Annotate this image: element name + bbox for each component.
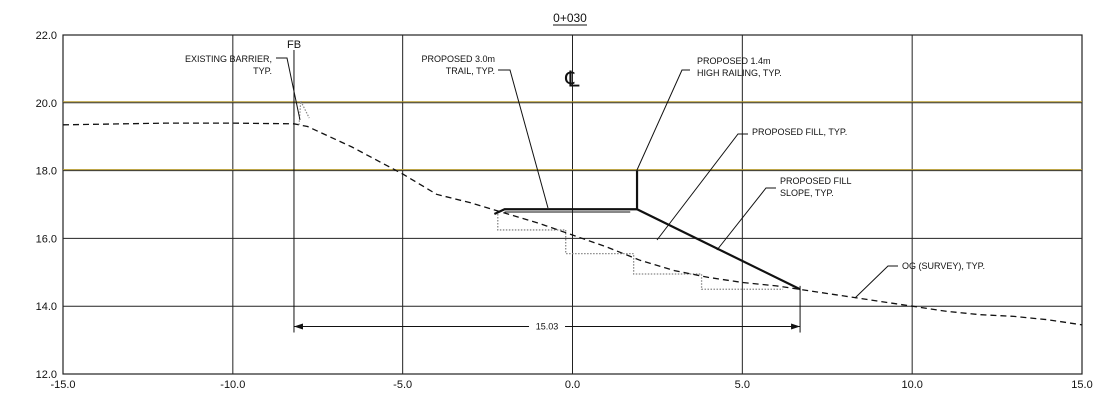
annotation-railing: HIGH RAILING, TYP. bbox=[697, 68, 782, 78]
centerline-symbol: ℄ bbox=[564, 67, 580, 92]
annotation-railing: PROPOSED 1.4m bbox=[697, 56, 771, 66]
annotation-trail: TRAIL, TYP. bbox=[446, 66, 495, 76]
series-line bbox=[493, 208, 638, 215]
x-tick-label: 5.0 bbox=[735, 379, 750, 391]
station-title: 0+030 bbox=[553, 11, 587, 25]
x-tick-label: -10.0 bbox=[220, 379, 245, 391]
leader-railing bbox=[636, 69, 690, 190]
annotation-barrier: EXISTING BARRIER, bbox=[185, 54, 272, 64]
leader-fill bbox=[656, 133, 748, 241]
y-tick-label: 18.0 bbox=[36, 166, 57, 178]
dimension-label: 15.03 bbox=[536, 322, 559, 332]
y-tick-label: 20.0 bbox=[36, 98, 57, 110]
grid bbox=[62, 34, 1083, 375]
y-tick-label: 22.0 bbox=[36, 30, 57, 42]
y-tick-label: 16.0 bbox=[36, 233, 57, 245]
series-line bbox=[636, 208, 801, 291]
y-tick-label: 14.0 bbox=[36, 301, 57, 313]
annotation-trail: PROPOSED 3.0m bbox=[421, 54, 495, 64]
annotation-og: OG (SURVEY), TYP. bbox=[902, 261, 985, 271]
x-tick-label: -15.0 bbox=[50, 379, 75, 391]
x-tick-label: 15.0 bbox=[1071, 379, 1092, 391]
annotation-barrier: TYP. bbox=[253, 66, 272, 76]
annotation-fillslope: PROPOSED FILL bbox=[780, 176, 852, 186]
annotation-fillslope: SLOPE, TYP. bbox=[780, 188, 834, 198]
leader-fillslope bbox=[716, 187, 776, 251]
dimension-label-bg bbox=[529, 321, 566, 332]
y-tick-label: 12.0 bbox=[36, 369, 57, 381]
x-tick-label: -5.0 bbox=[393, 379, 412, 391]
leader-barrier bbox=[276, 57, 301, 121]
axis-ticks: -15.0 -10.0 -5.0 0.0 5.0 10.0 15.0 12.0 14.0 16.0… bbox=[36, 30, 1093, 391]
dimension-arrow bbox=[293, 323, 303, 330]
fill-benching bbox=[497, 213, 784, 290]
annotations: ℄ 15.03 FB EXISTING BARRIER, TYP. PROPOSED 3.… bbox=[185, 39, 985, 332]
dimension-arrow bbox=[791, 323, 801, 330]
series-line bbox=[62, 122, 1083, 326]
leader-trail bbox=[498, 69, 549, 209]
section-geometry bbox=[62, 98, 1083, 333]
existing-barrier bbox=[298, 98, 310, 125]
leader-og bbox=[854, 265, 898, 299]
x-tick-label: 0.0 bbox=[565, 379, 580, 391]
annotation-fill: PROPOSED FILL, TYP. bbox=[752, 127, 847, 137]
x-tick-label: 10.0 bbox=[901, 379, 922, 391]
annotation-fb: FB bbox=[287, 39, 301, 51]
